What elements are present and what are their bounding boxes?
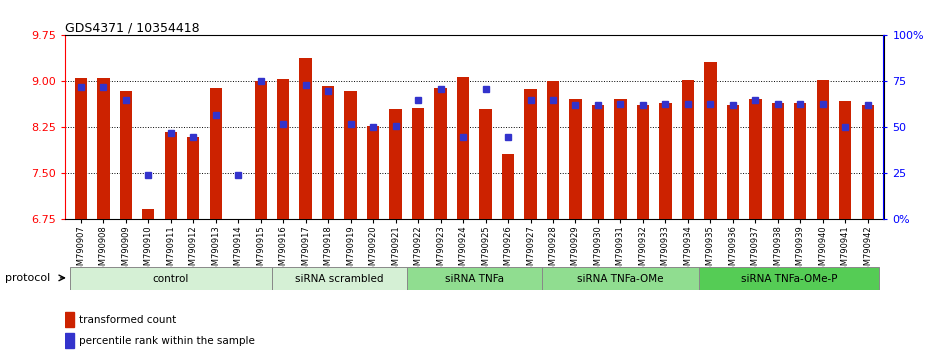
Bar bbox=[682, 80, 694, 219]
Bar bbox=[165, 132, 177, 219]
Bar bbox=[187, 137, 199, 219]
Bar bbox=[120, 91, 132, 219]
Bar bbox=[726, 105, 739, 219]
Bar bbox=[817, 80, 829, 219]
Bar bbox=[272, 267, 406, 290]
Text: siRNA TNFa-OMe: siRNA TNFa-OMe bbox=[578, 274, 664, 284]
Bar bbox=[65, 333, 74, 348]
Text: GDS4371 / 10354418: GDS4371 / 10354418 bbox=[65, 21, 200, 34]
Bar bbox=[209, 87, 222, 219]
Bar bbox=[390, 109, 402, 219]
Bar bbox=[659, 103, 671, 219]
Bar bbox=[344, 91, 357, 219]
Bar bbox=[637, 105, 649, 219]
Text: protocol: protocol bbox=[5, 273, 50, 283]
Bar bbox=[699, 267, 879, 290]
Text: siRNA TNFa-OMe-P: siRNA TNFa-OMe-P bbox=[741, 274, 837, 284]
Text: control: control bbox=[153, 274, 189, 284]
Bar bbox=[434, 87, 446, 219]
Bar bbox=[412, 108, 424, 219]
Bar bbox=[65, 312, 74, 327]
Bar bbox=[367, 126, 379, 219]
Bar bbox=[406, 267, 542, 290]
Bar bbox=[794, 103, 806, 219]
Bar bbox=[502, 154, 514, 219]
Bar bbox=[704, 62, 716, 219]
Bar bbox=[74, 78, 87, 219]
Bar bbox=[457, 77, 470, 219]
Bar bbox=[277, 79, 289, 219]
Bar bbox=[97, 78, 110, 219]
Bar bbox=[542, 267, 699, 290]
Text: siRNA scrambled: siRNA scrambled bbox=[295, 274, 384, 284]
Bar bbox=[772, 103, 784, 219]
Bar bbox=[525, 90, 537, 219]
Text: transformed count: transformed count bbox=[79, 315, 177, 325]
Bar bbox=[547, 81, 559, 219]
Bar bbox=[299, 58, 312, 219]
Bar bbox=[255, 81, 267, 219]
Bar bbox=[232, 219, 245, 221]
Bar bbox=[839, 101, 852, 219]
Bar bbox=[591, 105, 604, 219]
Bar bbox=[861, 105, 874, 219]
Bar bbox=[322, 86, 335, 219]
Bar bbox=[70, 267, 272, 290]
Bar bbox=[750, 99, 762, 219]
Bar bbox=[614, 99, 627, 219]
Text: percentile rank within the sample: percentile rank within the sample bbox=[79, 336, 255, 346]
Bar bbox=[142, 209, 154, 219]
Bar bbox=[479, 109, 492, 219]
Bar bbox=[569, 99, 581, 219]
Text: siRNA TNFa: siRNA TNFa bbox=[445, 274, 504, 284]
